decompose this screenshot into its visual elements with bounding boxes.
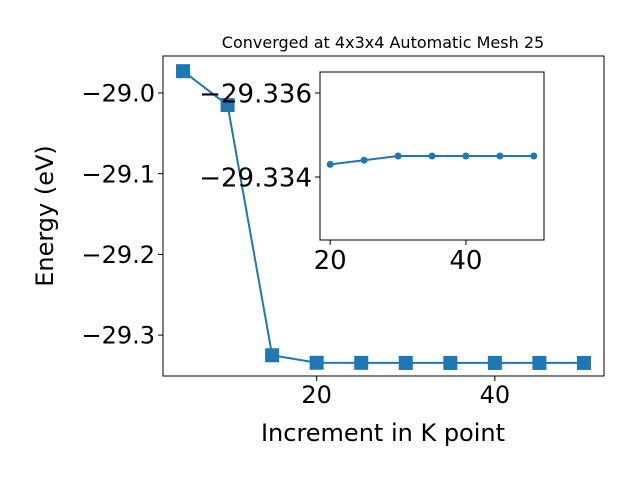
data-point xyxy=(326,160,334,168)
x-tick-label: 20 xyxy=(301,381,332,409)
data-point xyxy=(220,98,235,113)
data-point xyxy=(443,355,458,370)
data-point xyxy=(176,64,191,79)
y-tick-label: −29.2 xyxy=(81,241,155,269)
x-tick-label: 20 xyxy=(314,246,347,276)
y-tick-label: −29.336 xyxy=(199,79,312,109)
y-axis-label: Energy (eV) xyxy=(31,145,59,287)
x-tick-label: 40 xyxy=(449,246,482,276)
data-point xyxy=(309,355,324,370)
data-point xyxy=(360,156,368,164)
data-point xyxy=(428,152,436,160)
data-point xyxy=(487,355,502,370)
data-point xyxy=(265,348,280,363)
y-tick-label: −29.0 xyxy=(81,80,155,108)
data-point xyxy=(576,355,591,370)
y-tick-label: −29.1 xyxy=(81,160,155,188)
data-point xyxy=(394,152,402,160)
data-point xyxy=(496,152,504,160)
data-point xyxy=(398,355,413,370)
x-tick-label: 40 xyxy=(480,381,511,409)
x-axis-label: Increment in K point xyxy=(261,419,505,447)
chart-title: Converged at 4x3x4 Automatic Mesh 25 xyxy=(222,33,544,52)
y-tick-label: −29.3 xyxy=(81,322,155,350)
data-line xyxy=(182,70,584,364)
data-point xyxy=(354,355,369,370)
data-point xyxy=(530,152,538,160)
data-point xyxy=(462,152,470,160)
y-tick-label: −29.334 xyxy=(199,163,312,193)
data-point xyxy=(532,355,547,370)
